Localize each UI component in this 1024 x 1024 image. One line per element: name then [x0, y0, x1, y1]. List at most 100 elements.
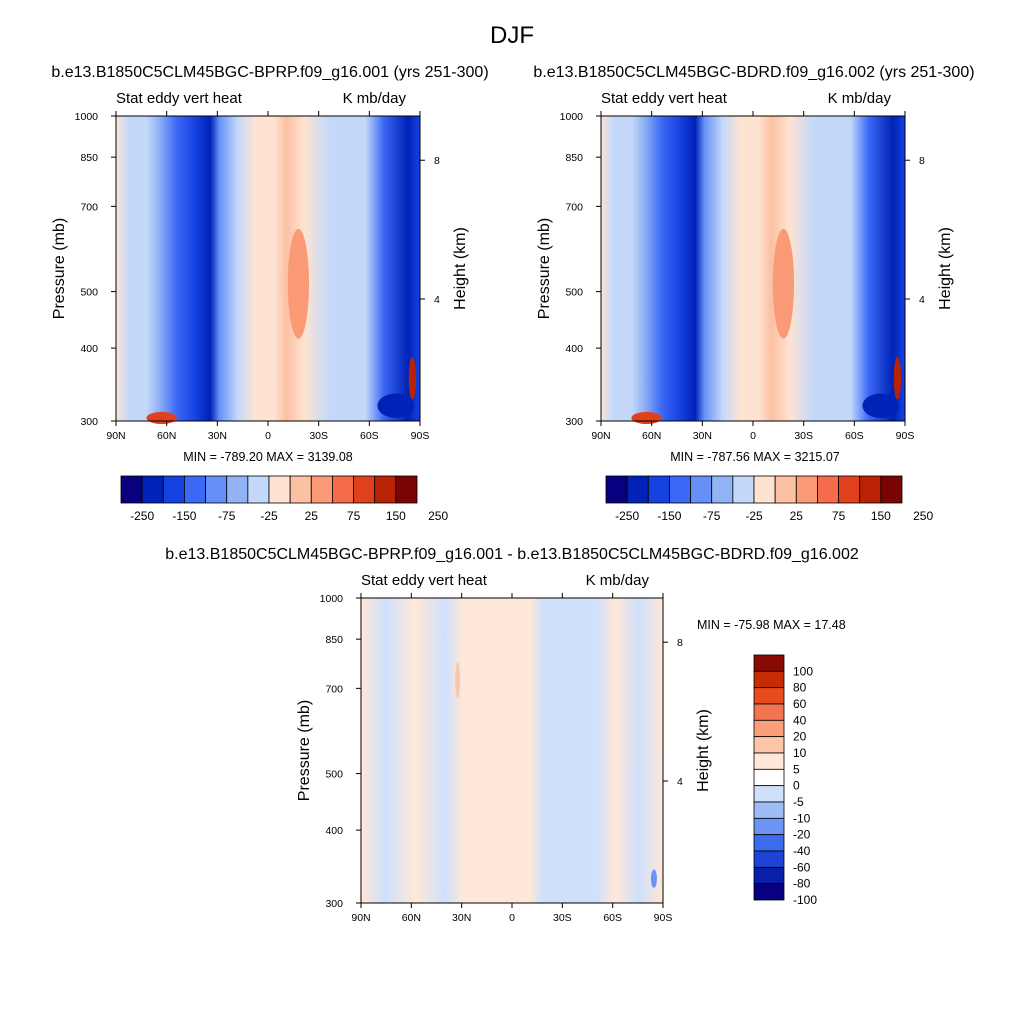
- height-axis-title: Height (km): [695, 709, 712, 792]
- x-tick-label: 90S: [654, 912, 673, 924]
- height-axis-title: Height (km): [452, 227, 469, 310]
- colorbar-case1: -250 -150 -75 -25 25 75 150 250: [120, 475, 448, 523]
- min-max-label: MIN = -789.20 MAX = 3139.08: [183, 450, 353, 464]
- colorbar-box: [774, 475, 797, 504]
- panel-title: b.e13.B1850C5CLM45BGC-BPRP.f09_g16.001 (…: [51, 64, 488, 81]
- colorbar-box: [753, 475, 776, 504]
- x-tick-label: 0: [265, 430, 271, 442]
- y-tick-label: 400: [80, 343, 98, 355]
- y-tick-label: 1000: [560, 111, 584, 123]
- panel-case2: b.e13.B1850C5CLM45BGC-BDRD.f09_g16.002 (…: [533, 64, 974, 464]
- right-string: K mb/day: [828, 90, 892, 107]
- y-tick-label: 850: [325, 634, 343, 646]
- x-tick-label: 60N: [157, 430, 176, 442]
- colorbar-box: [795, 475, 818, 504]
- y-tick-label: 1000: [320, 593, 344, 605]
- x-tick-label: 90N: [351, 912, 370, 924]
- height-tick-label: 4: [919, 294, 925, 306]
- colorbar-box: [753, 883, 785, 901]
- contour-feature: [893, 356, 902, 400]
- colorbar-label: -20: [793, 828, 811, 842]
- height-axis-title: Height (km): [937, 227, 954, 310]
- colorbar-box: [817, 475, 839, 504]
- y-tick-label: 850: [565, 152, 583, 164]
- x-tick-label: 90N: [106, 430, 125, 442]
- y-tick-label: 300: [80, 416, 98, 428]
- colorbar-label: 150: [871, 509, 891, 523]
- contour-feature: [408, 356, 417, 400]
- colorbar-label: 100: [793, 664, 813, 678]
- colorbar-box: [626, 475, 649, 504]
- colorbar-box: [310, 475, 333, 504]
- colorbar-label: -150: [657, 509, 681, 523]
- colorbar-label: -75: [218, 509, 236, 523]
- colorbar-box: [753, 687, 785, 705]
- colorbar-box: [226, 475, 249, 504]
- colorbar-case2: -250 -150 -75 -25 25 75 150 250: [605, 475, 933, 523]
- right-string: K mb/day: [343, 90, 407, 107]
- x-tick-label: 90S: [896, 430, 915, 442]
- colorbar-box: [353, 475, 376, 504]
- y-tick-label: 700: [80, 201, 98, 213]
- x-tick-label: 90S: [411, 430, 430, 442]
- height-tick-label: 8: [677, 637, 683, 649]
- x-tick-label: 60S: [603, 912, 622, 924]
- y-tick-label: 700: [325, 683, 343, 695]
- y-axis-title: Pressure (mb): [51, 218, 68, 319]
- colorbar-box: [690, 475, 713, 504]
- y-tick-label: 300: [325, 898, 343, 910]
- colorbar-box: [732, 475, 755, 504]
- left-string: Stat eddy vert heat: [361, 572, 488, 589]
- y-tick-label: 400: [565, 343, 583, 355]
- colorbar-box: [395, 475, 418, 504]
- colorbar-box: [753, 834, 785, 852]
- panel-difference: b.e13.B1850C5CLM45BGC-BPRP.f09_g16.001 -…: [165, 546, 859, 924]
- colorbar-box: [753, 736, 785, 754]
- panel-title: b.e13.B1850C5CLM45BGC-BPRP.f09_g16.001 -…: [165, 546, 859, 563]
- colorbar-box: [753, 719, 785, 738]
- colorbar-label: 40: [793, 713, 807, 727]
- y-axis-title: Pressure (mb): [536, 218, 553, 319]
- colorbar-label: 80: [793, 681, 807, 695]
- colorbar-label: 25: [305, 509, 319, 523]
- y-tick-label: 850: [80, 152, 98, 164]
- x-tick-label: 30S: [553, 912, 572, 924]
- right-string: K mb/day: [586, 572, 650, 589]
- min-max-label: MIN = -787.56 MAX = 3215.07: [670, 450, 840, 464]
- colorbar-label: -80: [793, 877, 811, 891]
- y-tick-label: 1000: [75, 111, 99, 123]
- colorbar-box: [669, 475, 691, 504]
- colorbar-label: -250: [130, 509, 154, 523]
- colorbar-label: -10: [793, 811, 811, 825]
- x-tick-label: 30S: [309, 430, 328, 442]
- colorbar-label: 150: [386, 509, 406, 523]
- colorbar-label: -25: [745, 509, 763, 523]
- colorbar-label: 25: [790, 509, 804, 523]
- colorbar-label: 20: [793, 730, 807, 744]
- y-tick-label: 500: [565, 287, 583, 299]
- colorbar-box: [184, 475, 206, 504]
- colorbar-box: [880, 475, 903, 504]
- y-tick-label: 300: [565, 416, 583, 428]
- contour-field: [361, 598, 663, 903]
- contour-feature: [862, 393, 899, 418]
- colorbar-box: [162, 475, 185, 504]
- x-tick-label: 30N: [693, 430, 712, 442]
- colorbar-box: [141, 475, 164, 504]
- panel-title: b.e13.B1850C5CLM45BGC-BDRD.f09_g16.002 (…: [533, 64, 974, 81]
- min-max-label: MIN = -75.98 MAX = 17.48: [697, 618, 846, 632]
- contour-field: [116, 116, 420, 421]
- colorbar-box: [647, 475, 670, 504]
- colorbar-box: [753, 752, 785, 770]
- colorbar-box: [838, 475, 861, 504]
- x-tick-label: 60N: [402, 912, 421, 924]
- colorbar-box: [753, 703, 785, 721]
- colorbar-label: -40: [793, 844, 811, 858]
- colorbar-label: -75: [703, 509, 721, 523]
- colorbar-box: [120, 475, 143, 504]
- y-tick-label: 500: [80, 287, 98, 299]
- colorbar-label: -250: [615, 509, 639, 523]
- colorbar-label: -60: [793, 860, 811, 874]
- y-axis-title: Pressure (mb): [296, 700, 313, 801]
- colorbar-box: [605, 475, 628, 504]
